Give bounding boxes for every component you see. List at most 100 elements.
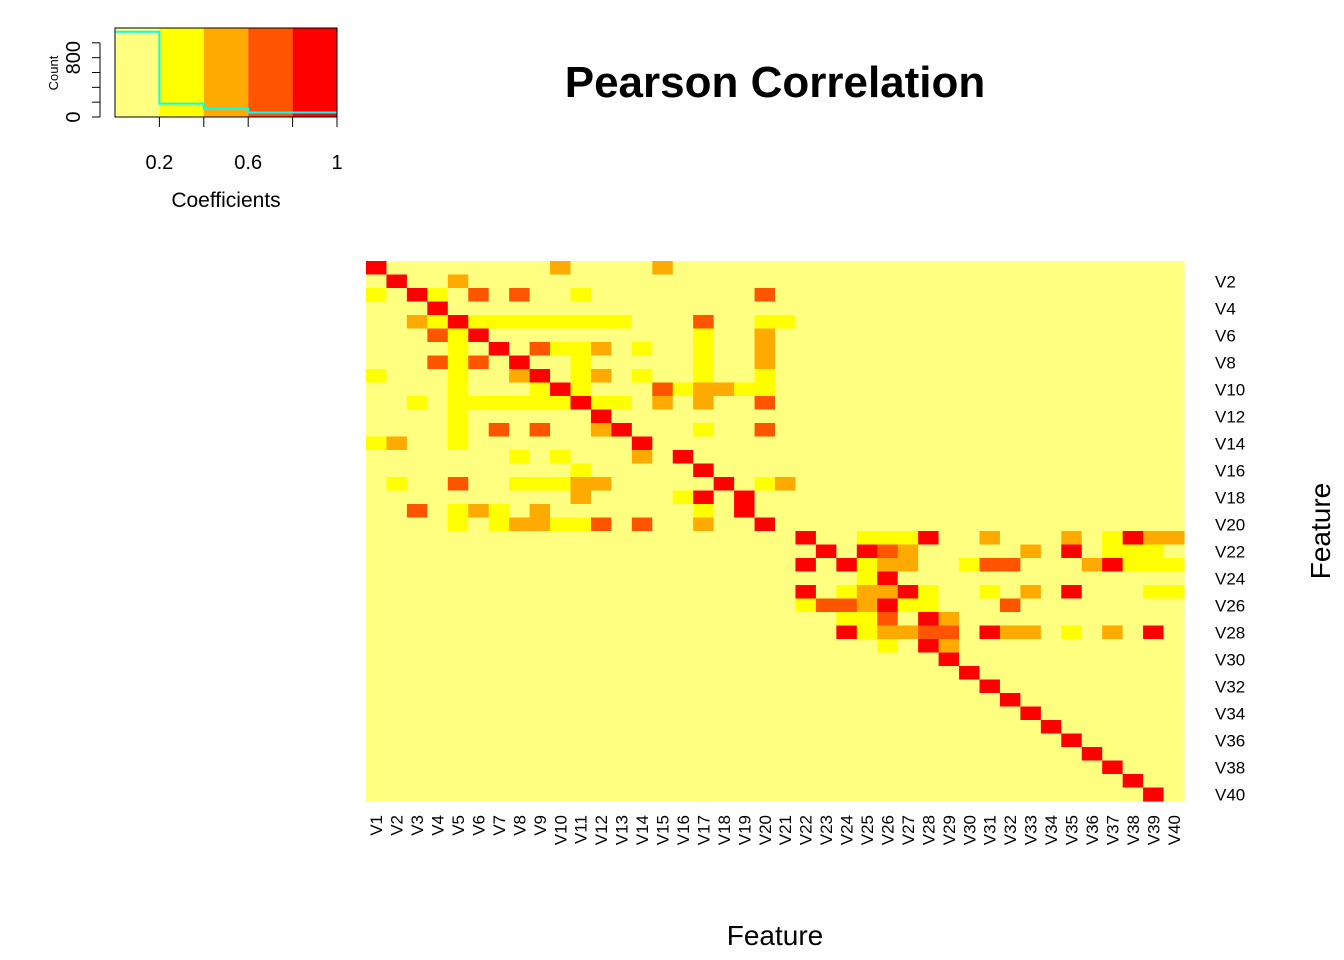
heatmap-cell <box>631 369 653 384</box>
heatmap-cell <box>979 679 1001 694</box>
heatmap-cell <box>1122 382 1144 397</box>
heatmap-cell <box>427 396 449 411</box>
heatmap-cell <box>672 571 694 586</box>
heatmap-cell <box>938 760 960 775</box>
heatmap-cell <box>427 706 449 721</box>
heatmap-cell <box>775 288 797 303</box>
heatmap-cell <box>754 720 776 735</box>
heatmap-cell <box>529 477 551 492</box>
heatmap-cell <box>447 747 469 762</box>
heatmap-cell <box>1081 760 1103 775</box>
heatmap-cell <box>918 504 940 519</box>
heatmap-cell <box>590 639 612 654</box>
heatmap-cell <box>427 490 449 505</box>
heatmap-cell <box>693 490 715 505</box>
heatmap-cell <box>386 274 408 289</box>
heatmap-cell <box>754 423 776 438</box>
heatmap-cell <box>509 544 531 559</box>
heatmap-cell <box>1163 760 1185 775</box>
heatmap-cell <box>693 693 715 708</box>
heatmap-cell <box>652 585 674 600</box>
column-label: V33 <box>1022 815 1041 845</box>
heatmap-cell <box>406 409 428 424</box>
heatmap-cell <box>672 693 694 708</box>
heatmap-cell <box>775 423 797 438</box>
heatmap-cell <box>529 315 551 330</box>
heatmap-cell <box>1102 625 1124 640</box>
heatmap-cell <box>1143 328 1165 343</box>
heatmap-cell <box>1122 261 1144 276</box>
heatmap-cell <box>918 625 940 640</box>
heatmap-cell <box>488 693 510 708</box>
heatmap-cell <box>795 652 817 667</box>
heatmap-cell <box>856 747 878 762</box>
heatmap-cell <box>488 423 510 438</box>
heatmap-cell <box>631 585 653 600</box>
heatmap-cell <box>1102 733 1124 748</box>
heatmap-cell <box>713 733 735 748</box>
heatmap-cell <box>693 315 715 330</box>
heatmap-cell <box>713 706 735 721</box>
heatmap-cell <box>1143 747 1165 762</box>
heatmap-cell <box>1020 396 1042 411</box>
heatmap-cell <box>1122 679 1144 694</box>
heatmap-cell <box>652 517 674 532</box>
heatmap-cell <box>1020 706 1042 721</box>
heatmap-cell <box>386 328 408 343</box>
heatmap-cell <box>979 639 1001 654</box>
heatmap-cell <box>897 544 919 559</box>
heatmap-cell <box>468 261 490 276</box>
heatmap-cell <box>897 517 919 532</box>
heatmap-cell <box>734 598 756 613</box>
heatmap-cell <box>590 666 612 681</box>
heatmap-cell <box>386 504 408 519</box>
heatmap-cell <box>897 747 919 762</box>
heatmap-cell <box>999 423 1021 438</box>
heatmap-cell <box>447 382 469 397</box>
color-key-bin <box>292 28 337 117</box>
heatmap-cell <box>550 504 572 519</box>
heatmap-cell <box>570 396 592 411</box>
heatmap-cell <box>1122 598 1144 613</box>
heatmap-cell <box>959 423 981 438</box>
heatmap-cell <box>897 612 919 627</box>
heatmap-cell <box>959 274 981 289</box>
heatmap-cell <box>488 679 510 694</box>
heatmap-cell <box>570 531 592 546</box>
heatmap-cell <box>1163 544 1185 559</box>
heatmap-cell <box>509 315 531 330</box>
heatmap-cell <box>856 517 878 532</box>
heatmap-cell <box>877 706 899 721</box>
heatmap-cell <box>1143 315 1165 330</box>
heatmap-cell <box>754 301 776 316</box>
heatmap-cell <box>672 787 694 802</box>
column-label: V2 <box>388 815 407 836</box>
heatmap-cell <box>1102 369 1124 384</box>
heatmap-cell <box>979 585 1001 600</box>
heatmap-cell <box>672 409 694 424</box>
heatmap-cell <box>509 720 531 735</box>
heatmap-cell <box>652 436 674 451</box>
heatmap-cell <box>468 463 490 478</box>
heatmap-cell <box>959 409 981 424</box>
heatmap-cell <box>1102 517 1124 532</box>
heatmap-cell <box>550 409 572 424</box>
heatmap-cell <box>672 747 694 762</box>
heatmap-cell <box>672 679 694 694</box>
heatmap-cell <box>979 355 1001 370</box>
heatmap-cell <box>918 436 940 451</box>
heatmap-cell <box>959 369 981 384</box>
heatmap-cell <box>1163 315 1185 330</box>
heatmap-cell <box>1040 652 1062 667</box>
heatmap-cell <box>775 328 797 343</box>
heatmap-cell <box>836 558 858 573</box>
heatmap-cell <box>999 477 1021 492</box>
heatmap-cell <box>509 706 531 721</box>
heatmap-cell <box>979 693 1001 708</box>
heatmap-cell <box>631 760 653 775</box>
heatmap-cell <box>509 301 531 316</box>
heatmap-cell <box>652 328 674 343</box>
heatmap-cell <box>1061 531 1083 546</box>
heatmap-cell <box>938 423 960 438</box>
heatmap-cell <box>918 463 940 478</box>
